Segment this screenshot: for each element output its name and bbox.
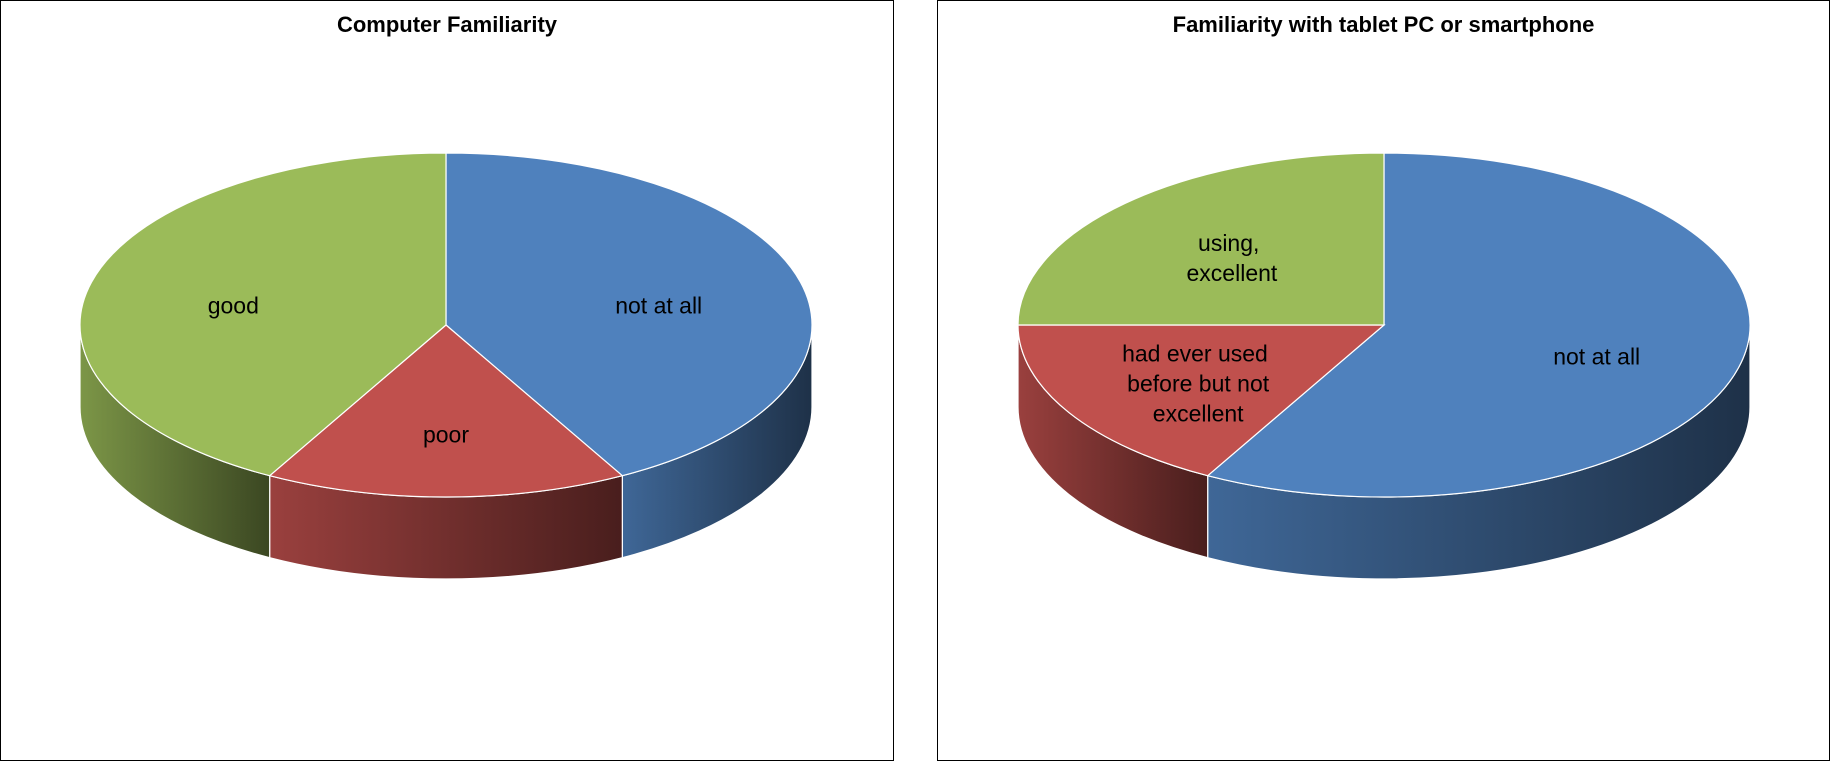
slice [268,324,624,498]
slice [1017,152,1385,326]
chart-title: Familiarity with tablet PC or smartphone [1173,12,1595,37]
slice [1206,152,1751,498]
slice-label: not at all [615,292,702,318]
slice-label: poor [423,421,469,447]
slice [79,152,447,477]
slice-label: good [208,292,259,318]
slice [445,152,813,477]
chart-title: Computer Familiarity [337,12,558,37]
slice-label: not at all [1553,344,1640,370]
slice-label: using, excellent [1180,230,1278,286]
slice-label: had ever used before but not excellent [1121,341,1270,427]
slice [1017,324,1386,477]
